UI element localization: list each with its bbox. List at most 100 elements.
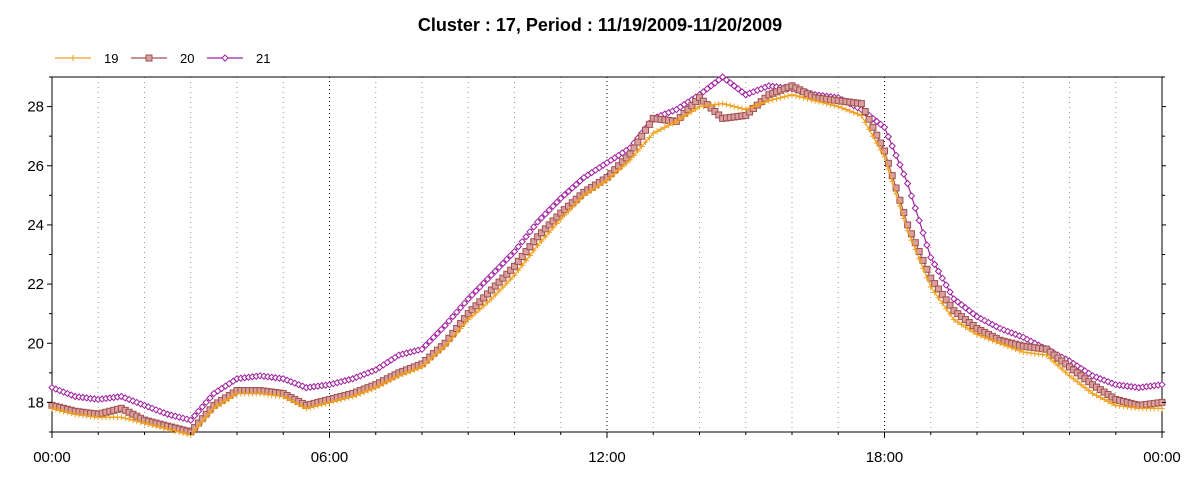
data-point: [584, 189, 591, 196]
data-point: [692, 98, 700, 106]
data-point: [542, 233, 549, 240]
data-point: [781, 93, 788, 100]
data-point: [596, 182, 603, 189]
series-21: [48, 73, 1166, 424]
series-markers: [49, 91, 1165, 438]
data-point: [896, 161, 904, 169]
data-point: [1108, 379, 1116, 387]
data-point: [1015, 332, 1024, 340]
data-point: [472, 287, 480, 295]
data-point: [429, 333, 438, 342]
data-point: [789, 91, 795, 98]
data-point: [487, 271, 496, 279]
data-point: [758, 100, 765, 107]
data-point: [796, 93, 803, 100]
data-point: [284, 395, 291, 402]
data-point: [831, 102, 838, 109]
data-point: [654, 128, 661, 135]
data-point: [560, 191, 569, 199]
data-point: [287, 397, 294, 404]
data-point: [835, 103, 842, 110]
data-point: [195, 423, 202, 430]
data-point: [580, 192, 587, 199]
data-point: [723, 101, 730, 108]
data-point: [518, 252, 526, 260]
data-point: [1000, 326, 1008, 334]
data-point: [545, 221, 553, 229]
data-point: [70, 55, 76, 61]
data-point: [345, 394, 352, 401]
data-point: [445, 317, 453, 325]
data-point: [538, 238, 545, 245]
data-point: [931, 289, 938, 296]
data-point: [156, 407, 164, 415]
data-point: [839, 105, 846, 112]
data-point: [946, 288, 954, 296]
data-point: [561, 212, 568, 219]
data-point: [630, 152, 637, 159]
data-point: [537, 214, 546, 222]
data-point: [472, 302, 480, 310]
data-point: [919, 229, 927, 237]
data-point: [646, 134, 653, 141]
data-point: [738, 88, 746, 96]
data-point: [388, 376, 395, 383]
data-point: [122, 415, 129, 422]
data-point: [900, 215, 907, 222]
data-point: [669, 120, 676, 127]
data-point: [503, 280, 510, 287]
data-point: [997, 340, 1004, 347]
data-point: [661, 124, 668, 131]
data-point: [384, 378, 391, 385]
data-point: [888, 142, 896, 150]
data-point: [861, 108, 869, 116]
data-point: [765, 97, 772, 104]
data-point: [172, 428, 179, 435]
data-point: [792, 92, 799, 99]
data-point: [569, 204, 576, 211]
data-point: [604, 177, 610, 184]
data-point: [299, 403, 306, 410]
data-point: [480, 294, 488, 302]
data-point: [638, 132, 646, 140]
data-point: [769, 96, 776, 103]
data-point: [576, 177, 584, 185]
data-point: [946, 301, 954, 309]
data-point: [938, 274, 947, 282]
data-point: [889, 178, 896, 185]
data-point: [468, 291, 476, 299]
data-point: [858, 112, 865, 119]
data-point: [280, 393, 287, 400]
data-point: [665, 122, 672, 129]
data-point: [203, 414, 210, 421]
data-point: [931, 280, 939, 288]
data-point: [923, 274, 930, 281]
data-point: [438, 346, 445, 353]
data-point: [526, 228, 534, 236]
data-point: [927, 253, 935, 262]
data-point: [842, 106, 849, 113]
data-point: [483, 275, 492, 283]
data-point: [900, 170, 908, 178]
data-point: [476, 283, 484, 291]
data-point: [190, 412, 199, 420]
data-point: [1012, 346, 1019, 353]
data-point: [988, 320, 997, 329]
data-point: [418, 345, 426, 353]
data-point: [64, 409, 71, 416]
data-point: [357, 390, 364, 397]
data-point: [846, 108, 853, 115]
data-point: [715, 76, 723, 84]
data-point: [472, 309, 479, 316]
data-point: [461, 321, 468, 328]
data-point: [961, 304, 970, 312]
data-point: [214, 402, 221, 409]
data-point: [530, 247, 537, 254]
data-point: [588, 187, 595, 194]
x-tick-label: 06:00: [311, 449, 349, 466]
data-point: [657, 126, 664, 133]
data-point: [441, 321, 449, 330]
data-point: [118, 414, 125, 421]
data-point: [808, 96, 815, 103]
data-point: [965, 307, 973, 315]
